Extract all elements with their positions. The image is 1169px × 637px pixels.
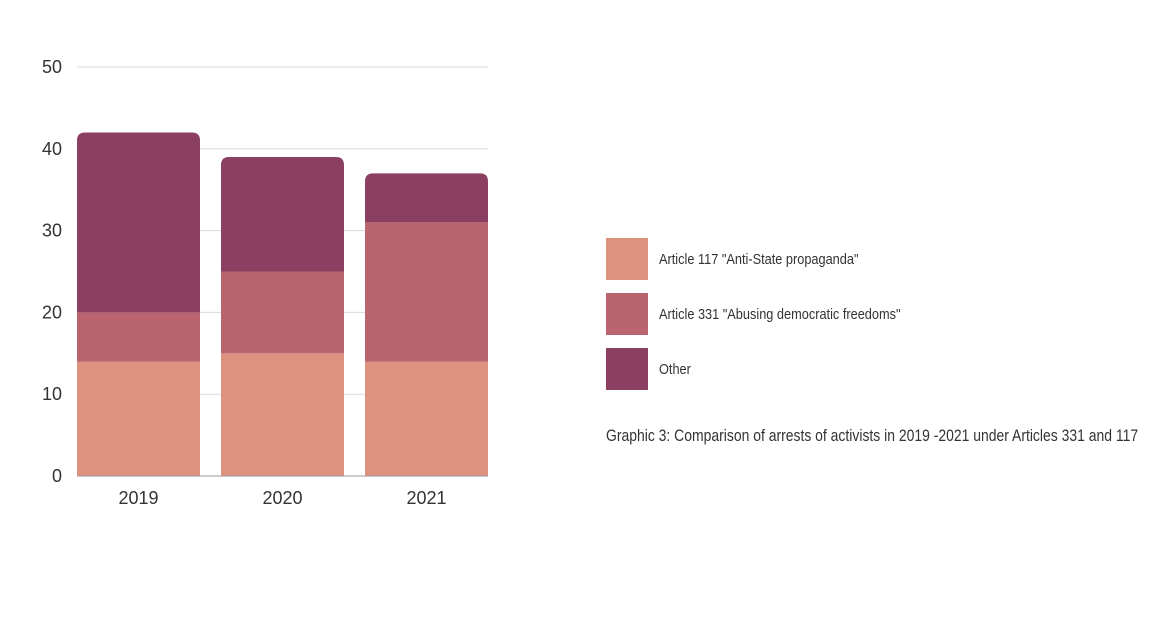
legend-label-article-331: Article 331 "Abusing democratic freedoms… [659, 305, 901, 323]
stacked-bar-chart: 0 10 20 30 40 50 2019 2020 2021 [42, 57, 488, 508]
bars [77, 132, 488, 476]
bar-segment-2021-article-331 [365, 222, 488, 362]
y-tick-label: 30 [42, 221, 62, 241]
x-axis-ticks: 2019 2020 2021 [118, 488, 446, 508]
bar-segment-2021-other [365, 173, 488, 223]
x-tick-label: 2021 [406, 488, 446, 508]
legend-swatch-other [606, 348, 648, 390]
y-tick-label: 0 [52, 466, 62, 486]
bar-segment-2020-article-117 [221, 353, 344, 476]
y-tick-label: 10 [42, 384, 62, 404]
legend-label-other: Other [659, 360, 691, 378]
legend-label-article-117: Article 117 "Anti-State propaganda" [659, 250, 859, 268]
bar-segment-2020-article-331 [221, 271, 344, 354]
y-tick-label: 20 [42, 302, 62, 322]
bar-segment-2020-other [221, 156, 344, 272]
bar-segment-2019-other [77, 132, 200, 313]
bar-segment-2019-article-117 [77, 361, 200, 476]
y-tick-label: 40 [42, 139, 62, 159]
legend-swatch-article-331 [606, 293, 648, 335]
legend-item-article-331: Article 331 "Abusing democratic freedoms… [606, 293, 943, 335]
x-tick-label: 2019 [118, 488, 158, 508]
chart-caption: Graphic 3: Comparison of arrests of acti… [606, 426, 1139, 445]
x-tick-label: 2020 [262, 488, 302, 508]
y-tick-label: 50 [42, 57, 62, 77]
bar-segment-2021-article-117 [365, 361, 488, 476]
legend-item-article-117: Article 117 "Anti-State propaganda" [606, 238, 943, 280]
legend-item-other: Other [606, 348, 943, 390]
legend-swatch-article-117 [606, 238, 648, 280]
legend: Article 117 "Anti-State propaganda" Arti… [606, 238, 943, 403]
bar-segment-2019-article-331 [77, 312, 200, 362]
y-axis-ticks: 0 10 20 30 40 50 [42, 57, 62, 486]
